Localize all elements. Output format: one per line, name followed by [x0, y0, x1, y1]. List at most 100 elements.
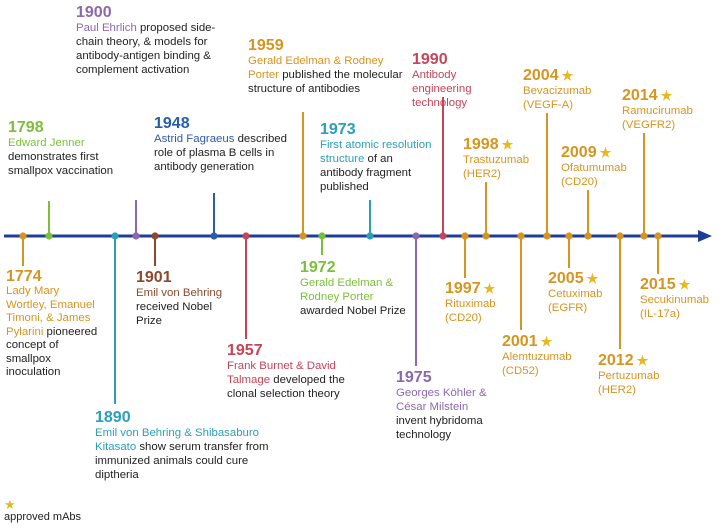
star-icon: ★ — [660, 88, 673, 103]
event-year-text: 1997 — [445, 280, 481, 297]
event-label: Trastuzumab (HER2) — [463, 153, 538, 181]
event-year: 1972 — [300, 259, 336, 276]
event-year-text: 2012 — [598, 352, 634, 369]
event-2005: 2005 ★ Cetuximab (EGFR) — [548, 270, 618, 315]
tick-dot-2009 — [584, 232, 592, 240]
star-icon: ★ — [501, 137, 514, 152]
event-label: Bevacizumab (VEGF-A) — [523, 84, 603, 112]
event-2009: 2009 ★ Ofatumumab (CD20) — [561, 144, 641, 189]
event-label: Cetuximab (EGFR) — [548, 287, 618, 315]
event-1973: 1973 First atomic resolution structure o… — [320, 121, 438, 194]
event-year: 1890 — [95, 409, 131, 426]
event-year: 1798 — [8, 119, 44, 136]
event-year: 1990 — [412, 51, 448, 68]
tick-dot-1957 — [242, 232, 250, 240]
event-year: 2009 ★ — [561, 144, 641, 161]
event-year: 1957 — [227, 342, 263, 359]
event-label: Rituximab (CD20) — [445, 297, 507, 325]
event-who: Ofatumumab (CD20) — [561, 162, 627, 188]
tick-dot-1972 — [318, 232, 326, 240]
tick-dot-1900 — [132, 232, 140, 240]
event-who: First atomic resolution structure — [320, 139, 432, 165]
star-icon: ★ — [636, 353, 649, 368]
event-2015: 2015 ★ Secukinumab (IL-17a) — [640, 276, 716, 321]
event-1774: 1774 Lady Mary Wortley, Emanuel Timoni, … — [6, 268, 98, 380]
event-year-text: 2005 — [548, 270, 584, 287]
event-year-text: 2014 — [622, 87, 658, 104]
timeline-arrowhead — [698, 230, 712, 242]
event-2001: 2001 ★ Alemtuzumab (CD52) — [502, 333, 582, 378]
tick-dot-1998 — [482, 232, 490, 240]
event-year: 1973 — [320, 121, 356, 138]
event-label: Frank Burnet & David Talmage developed t… — [227, 359, 377, 401]
event-who: Ramucirumab (VEGFR2) — [622, 105, 693, 131]
event-label: Secukinumab (IL-17a) — [640, 293, 716, 321]
event-label: Alemtuzumab (CD52) — [502, 350, 582, 378]
tick-dot-1975 — [412, 232, 420, 240]
event-who: Gerald Edelman & Rodney Porter — [248, 55, 384, 81]
event-year: 2012 ★ — [598, 352, 668, 369]
event-label: Emil von Behring received Nobel Prize — [136, 286, 236, 328]
tick-dot-2005 — [565, 232, 573, 240]
event-who: Frank Burnet & David Talmage — [227, 360, 336, 386]
event-rest: of an antibody fragment published — [320, 153, 412, 193]
event-1997: 1997 ★ Rituximab (CD20) — [445, 280, 507, 325]
event-year-text: 1998 — [463, 136, 499, 153]
event-rest: received Nobel Prize — [136, 301, 212, 327]
tick-dot-1890 — [111, 232, 119, 240]
star-icon: ★ — [483, 281, 496, 296]
event-year: 1959 — [248, 37, 284, 54]
event-who: Antibody engineering technology — [412, 69, 472, 109]
star-icon: ★ — [561, 68, 574, 83]
event-label: Ofatumumab (CD20) — [561, 161, 641, 189]
tick-dot-2001 — [517, 232, 525, 240]
event-year: 2015 ★ — [640, 276, 716, 293]
event-label: Antibody engineering technology — [412, 68, 492, 110]
tick-dot-1901 — [151, 232, 159, 240]
event-year: 1948 — [154, 115, 190, 132]
event-2014: 2014 ★ Ramucirumab (VEGFR2) — [622, 87, 702, 132]
tick-dot-1959 — [299, 232, 307, 240]
event-rest: proposed side-chain theory, & models for… — [76, 22, 216, 76]
event-who: Secukinumab (IL-17a) — [640, 294, 710, 320]
tick-dot-1990 — [439, 232, 447, 240]
event-label: Lady Mary Wortley, Emanuel Timoni, & Jam… — [6, 285, 98, 380]
tick-dot-1948 — [210, 232, 218, 240]
event-1798: 1798 Edward Jenner demonstrates first sm… — [8, 119, 133, 178]
event-who: Emil von Behring — [136, 287, 223, 299]
event-1990: 1990 Antibody engineering technology — [412, 51, 492, 110]
event-rest: demonstrates first smallpox vaccination — [8, 151, 114, 177]
event-label: Emil von Behring & Shibasaburo Kitasato … — [95, 426, 277, 482]
star-icon: ★ — [678, 277, 691, 292]
event-year: 1975 — [396, 369, 432, 386]
event-who: Gerald Edelman & Rodney Porter — [300, 277, 394, 303]
event-who: Cetuximab (EGFR) — [548, 288, 603, 314]
event-who: Paul Ehrlich — [76, 22, 137, 34]
event-rest: described role of plasma B cells in anti… — [154, 133, 287, 173]
star-icon: ★ — [540, 334, 553, 349]
event-rest: developed the clonal selection theory — [227, 374, 345, 400]
tick-dot-1798 — [45, 232, 53, 240]
event-who: Emil von Behring & Shibasaburo Kitasato — [95, 427, 259, 453]
event-1900: 1900 Paul Ehrlich proposed side-chain th… — [76, 4, 242, 77]
event-year: 1998 ★ — [463, 136, 538, 153]
event-rest: pioneered concept of smallpox inoculatio… — [6, 325, 98, 379]
event-who: Georges Köhler & César Milstein — [396, 387, 487, 413]
event-label: First atomic resolution structure of an … — [320, 138, 438, 194]
event-year: 2001 ★ — [502, 333, 582, 350]
tick-dot-2015 — [654, 232, 662, 240]
event-2012: 2012 ★ Pertuzumab (HER2) — [598, 352, 668, 397]
event-who: Trastuzumab (HER2) — [463, 154, 530, 180]
event-rest: awarded Nobel Prize — [300, 305, 406, 317]
event-who: Rituximab (CD20) — [445, 298, 496, 324]
tick-dot-2014 — [640, 232, 648, 240]
event-1972: 1972 Gerald Edelman & Rodney Porter awar… — [300, 259, 410, 318]
legend-label: approved mAbs — [4, 511, 82, 523]
event-label: Georges Köhler & César Milstein invent h… — [396, 386, 501, 442]
tick-dot-1774 — [19, 232, 27, 240]
event-1957: 1957 Frank Burnet & David Talmage develo… — [227, 342, 377, 401]
event-who: Pertuzumab (HER2) — [598, 370, 660, 396]
event-1890: 1890 Emil von Behring & Shibasaburo Kita… — [95, 409, 277, 482]
event-year: 1900 — [76, 4, 112, 21]
tick-dot-1997 — [461, 232, 469, 240]
